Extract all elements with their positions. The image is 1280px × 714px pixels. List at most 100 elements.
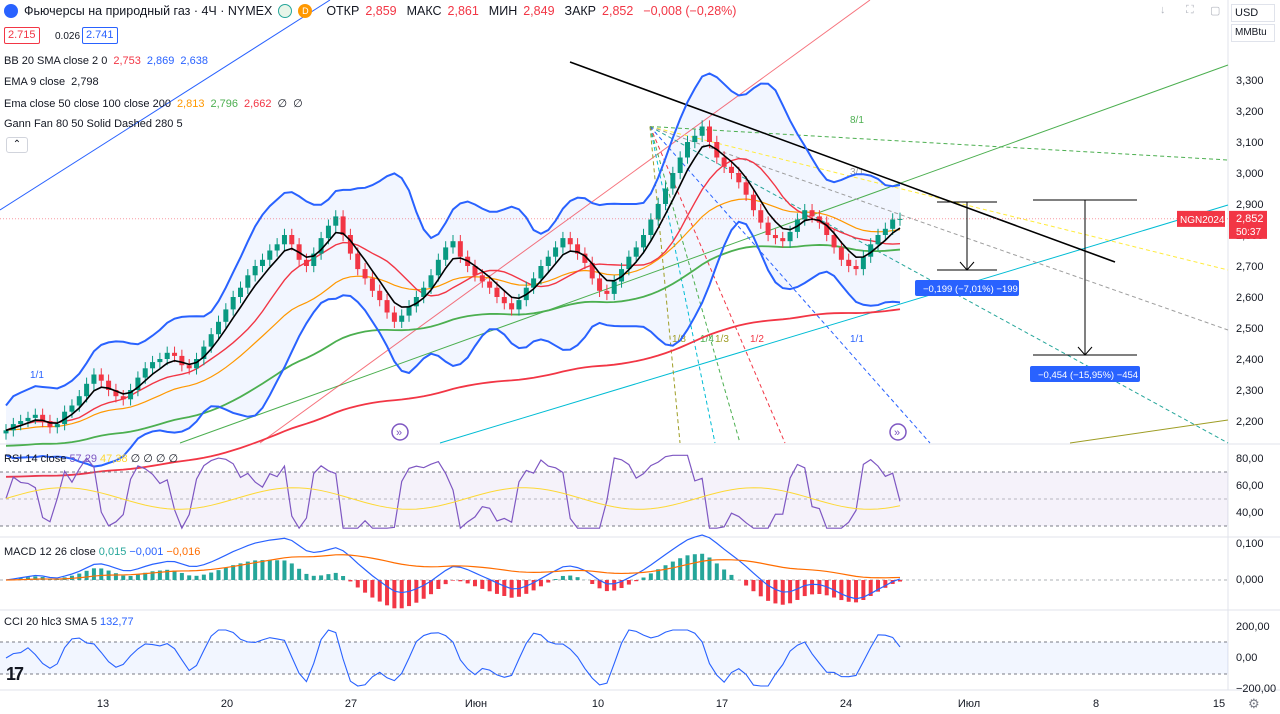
candle-body [428, 275, 434, 288]
symbol-badge-label: NGN2024 [1180, 215, 1225, 226]
macd-hist-bar [773, 580, 778, 604]
download-icon[interactable]: ↓ [1160, 4, 1166, 16]
macd-hist-bar [707, 557, 712, 580]
macd-hist-bar [201, 574, 206, 580]
candle-body [421, 287, 427, 297]
indicator-ema-multi-val-0: 2,813 [176, 97, 205, 110]
macd-hist-bar [363, 580, 368, 593]
settings-gear-icon[interactable]: ⚙ [1248, 696, 1260, 711]
macd-hist-bar [436, 580, 441, 589]
currency-select[interactable]: USD [1231, 4, 1275, 22]
indicator-ema9[interactable]: EMA 9 close 2,798 [4, 76, 99, 88]
session-marker-icon [391, 423, 409, 441]
macd-hist-bar [194, 575, 199, 580]
measure-1-box [915, 280, 1019, 296]
gann-label: 1/1 [30, 370, 44, 381]
candle-body [245, 275, 251, 288]
macd-hist-bar [297, 568, 302, 580]
candle-body [487, 281, 493, 288]
macd-hist-bar [231, 565, 236, 580]
candle-body [802, 210, 808, 220]
macd-hist-bar [421, 580, 426, 599]
low-label: МИН [488, 4, 518, 18]
macd-hist-bar [846, 580, 851, 602]
time-tick-label: 10 [592, 698, 604, 710]
candle-body [567, 238, 573, 245]
macd-hist-bar [465, 580, 470, 584]
fullscreen-icon[interactable]: ⛶ [1186, 4, 1194, 16]
gann-line [439, 204, 1229, 444]
cci-legend[interactable]: CCI 20 hlc3 SMA 5 132,77 [4, 616, 134, 628]
candle-body [787, 231, 793, 242]
indicator-ema-multi[interactable]: Ema close 50 close 100 close 200 2,813 2… [4, 97, 303, 111]
eye-icon[interactable] [278, 4, 293, 18]
measure-2-box [1030, 366, 1140, 382]
candle-body [809, 210, 815, 217]
macd-hist-bar [267, 559, 272, 580]
candle-body [663, 188, 669, 204]
macd-hist-bar [700, 553, 705, 580]
candle-body [157, 359, 163, 363]
price-tick-label: 2,700 [1236, 261, 1264, 273]
macd-hist-bar [634, 580, 639, 582]
candle-body [560, 238, 566, 248]
rsi-line [5, 454, 901, 530]
candle-body [25, 417, 31, 421]
macd-hist-bar [451, 580, 455, 581]
macd-hist-bar [143, 572, 148, 580]
macd-hist-bar [157, 570, 162, 580]
candle-body [150, 362, 156, 369]
candle-body [677, 157, 683, 173]
candle-body [692, 135, 698, 142]
candle-body [303, 259, 309, 266]
price-tick-label: 2,400 [1236, 354, 1264, 366]
candle-body [626, 256, 632, 270]
candle-body [237, 287, 243, 297]
gann-label: 3/1 [850, 167, 864, 178]
indicator-bb[interactable]: BB 20 SMA close 2 0 2,753 2,869 2,638 [4, 55, 208, 67]
macd-hist-bar [392, 580, 397, 609]
candle-body [758, 210, 764, 223]
symbol-title[interactable]: Фьючерсы на природный газ · 4Ч · NYMEX [24, 4, 273, 18]
indicator-gann[interactable]: Gann Fan 80 50 Solid Dashed 280 5 [4, 118, 183, 130]
macd-hist-bar [385, 580, 390, 606]
candle-body [435, 259, 441, 276]
candle-body [259, 259, 265, 266]
macd-hist-bar [370, 580, 375, 598]
collapse-legend-button[interactable]: ⌃ [6, 137, 28, 153]
candle-body [875, 235, 881, 245]
candle-body [54, 424, 60, 428]
tradingview-logo[interactable]: 17 [6, 664, 24, 684]
macd-hist-bar [407, 580, 412, 607]
macd-hist-bar [311, 575, 316, 580]
candle-body [501, 297, 507, 304]
ask-price[interactable]: 2.741 [82, 27, 118, 44]
macd-hist-bar [282, 560, 287, 580]
macd-hist-bar [209, 572, 214, 580]
time-tick-label: 15 [1213, 698, 1225, 710]
macd-hist-bar [165, 569, 170, 580]
candle-body [347, 235, 353, 254]
gann-line-green [179, 64, 1229, 444]
candle-body [281, 235, 287, 245]
rsi-legend[interactable]: RSI 14 close 57,29 47,38 ∅ ∅ ∅ ∅ [4, 452, 178, 465]
cci-band [0, 642, 1228, 674]
macd-hist-bar [714, 563, 719, 580]
macd-hist-bar [348, 580, 353, 582]
macd-legend[interactable]: MACD 12 26 close 0,015 −0,001 −0,016 [4, 546, 200, 558]
indicator-ema-multi-val-2: 2,662 [244, 97, 272, 110]
bid-price[interactable]: 2.715 [4, 27, 40, 44]
time-tick-label: 13 [97, 698, 109, 710]
gann-label: 1/4 [700, 334, 714, 345]
unit-select[interactable]: MMBtu [1231, 24, 1275, 42]
candle-body [890, 219, 896, 229]
window-icon[interactable]: ▢ [1210, 5, 1221, 17]
candle-body [252, 266, 258, 276]
macd-hist-bar [135, 574, 140, 580]
macd-hist-bar [472, 580, 477, 587]
candle-body [443, 247, 449, 260]
time-tick-label: 20 [221, 698, 233, 710]
macd-hist-bar [304, 573, 309, 580]
macd-hist-bar [245, 561, 250, 580]
